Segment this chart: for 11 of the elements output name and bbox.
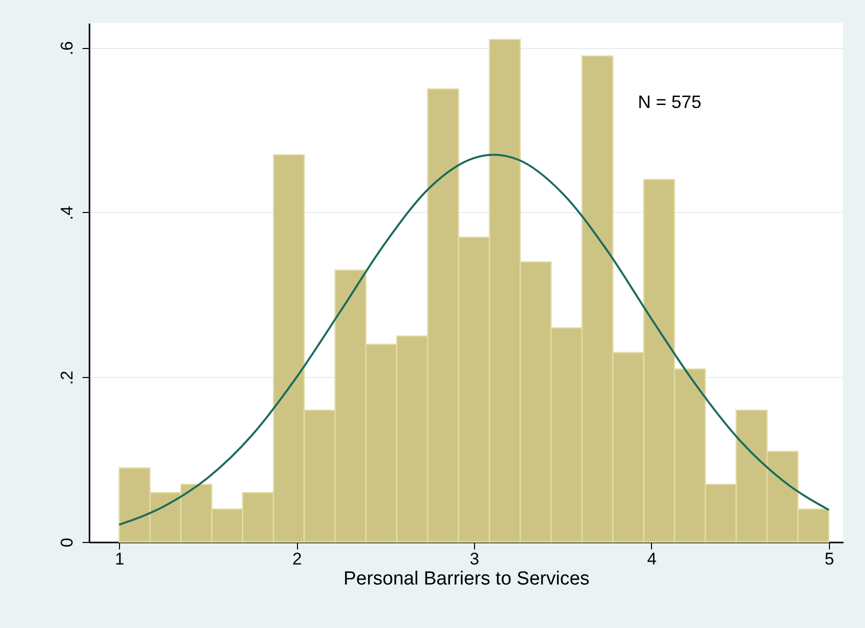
x-axis-title: Personal Barriers to Services <box>343 568 590 590</box>
y-tick-label: .4 <box>58 206 76 220</box>
x-tick-label: 3 <box>470 550 480 568</box>
y-tick-label: .2 <box>58 370 76 385</box>
x-tick-label: 2 <box>292 550 302 568</box>
x-tick-label: 5 <box>824 550 834 568</box>
x-tick-label: 4 <box>647 550 657 568</box>
annotation: N = 575 <box>638 92 702 112</box>
y-tick-label: .6 <box>58 41 76 56</box>
x-tick-label: 1 <box>114 550 124 568</box>
y-tick-label: 0 <box>58 538 76 548</box>
